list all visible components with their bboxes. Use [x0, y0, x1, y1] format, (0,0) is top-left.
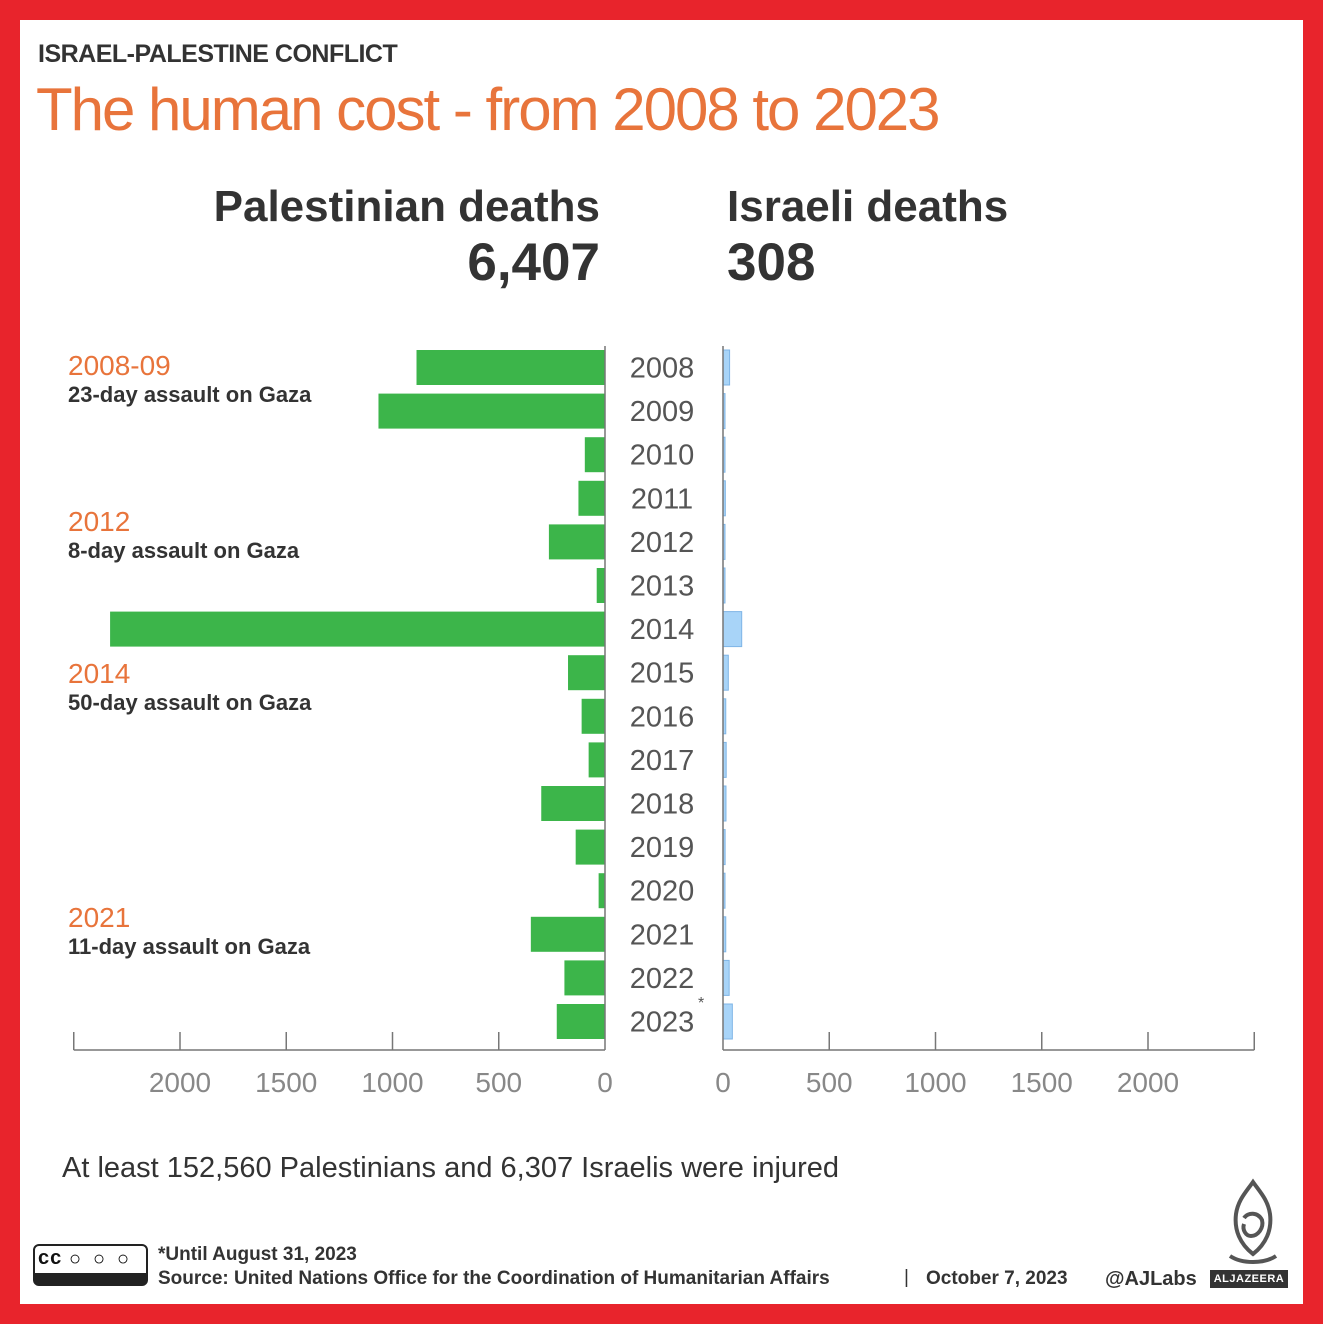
- annotation-desc: 23-day assault on Gaza: [68, 382, 312, 407]
- x-tick-label: 1500: [1011, 1067, 1073, 1098]
- palestinian-bar: [530, 916, 605, 952]
- footnote: *Until August 31, 2023: [158, 1244, 357, 1265]
- palestinian-bar: [581, 698, 605, 734]
- year-label: 2010: [630, 440, 695, 472]
- cc-nc-icon: ○: [93, 1248, 106, 1270]
- palestinian-bar: [378, 393, 605, 429]
- kicker: ISRAEL-PALESTINE CONFLICT: [38, 40, 398, 68]
- x-tick-label: 0: [597, 1067, 613, 1098]
- annotation-year: 2012: [68, 506, 131, 537]
- injured-summary: At least 152,560 Palestinians and 6,307 …: [62, 1152, 840, 1184]
- page-title: The human cost - from 2008 to 2023: [36, 76, 941, 143]
- palestinian-bar: [548, 524, 605, 560]
- palestinian-bar: [110, 611, 606, 647]
- year-label: 2020: [630, 876, 695, 908]
- israeli-deaths-title: Israeli deaths: [727, 182, 1009, 231]
- brand-wordmark: ALJAZEERA: [1210, 1270, 1288, 1288]
- year-label: 2015: [630, 658, 695, 690]
- source-note: Source: United Nations Office for the Co…: [158, 1268, 830, 1289]
- israeli-bar: [722, 1003, 733, 1040]
- year-label: 2009: [630, 396, 695, 428]
- year-label: 2008: [630, 353, 695, 385]
- year-label: 2013: [630, 571, 695, 603]
- palestinian-bar: [564, 960, 605, 996]
- x-tick-label: 2000: [149, 1067, 211, 1098]
- year-label: 2011: [631, 483, 693, 515]
- x-tick-label: 500: [806, 1067, 853, 1098]
- year-label: 2021: [630, 919, 695, 951]
- israeli-bar: [722, 611, 743, 648]
- year-label: 2016: [630, 701, 695, 733]
- palestinian-bar: [588, 742, 605, 778]
- year-label: 2018: [630, 789, 695, 821]
- x-tick-label: 0: [715, 1067, 731, 1098]
- year-label: 2014: [630, 614, 695, 646]
- annotation-desc: 50-day assault on Gaza: [68, 690, 312, 715]
- palestinian-bar: [568, 655, 605, 691]
- annotation-year: 2014: [68, 658, 131, 689]
- annotation-desc: 8-day assault on Gaza: [68, 538, 300, 563]
- annotation-year: 2008-09: [68, 350, 171, 381]
- footer-separator: |: [904, 1267, 909, 1288]
- israeli-bar: [722, 959, 730, 996]
- deaths-chart: 2008 2009 2010 2011 2012 2013 2014 2015 2016 2017…: [73, 346, 1255, 1098]
- aljazeera-logo-icon: [1228, 1178, 1278, 1264]
- cc-badge-bar: [35, 1273, 146, 1284]
- year-label: 2022: [630, 963, 695, 995]
- year-label: 2023: [630, 1007, 695, 1039]
- palestinian-bar: [598, 873, 605, 909]
- israeli-deaths-total: 308: [727, 233, 816, 292]
- cc-license-label: cc: [38, 1247, 63, 1269]
- annotation-desc: 11-day assault on Gaza: [68, 934, 311, 959]
- israeli-bar: [722, 349, 731, 386]
- year-footnote-marker: *: [698, 995, 704, 1012]
- x-tick-label: 1000: [361, 1067, 423, 1098]
- year-label: 2017: [630, 745, 695, 777]
- cc-sa-icon: ○: [117, 1248, 130, 1270]
- palestinian-deaths-title: Palestinian deaths: [213, 182, 600, 231]
- x-tick-label: 1000: [904, 1067, 966, 1098]
- x-tick-label: 500: [475, 1067, 522, 1098]
- palestinian-bar: [416, 350, 605, 385]
- palestinian-bar: [578, 480, 605, 516]
- publish-date: October 7, 2023: [926, 1268, 1068, 1289]
- palestinian-bar: [596, 568, 605, 603]
- palestinian-bar: [541, 786, 605, 821]
- palestinian-bar: [575, 829, 605, 865]
- x-tick-label: 2000: [1117, 1067, 1179, 1098]
- israeli-bar: [722, 654, 729, 691]
- cc-license-badge: cc ○ ○ ○: [33, 1244, 148, 1286]
- annotation-year: 2021: [68, 902, 131, 933]
- cc-by-icon: ○: [69, 1248, 82, 1270]
- year-label: 2019: [630, 832, 695, 864]
- palestinian-deaths-total: 6,407: [467, 233, 600, 292]
- palestinian-bar: [584, 437, 605, 473]
- year-label: 2012: [630, 527, 695, 559]
- x-tick-label: 1500: [255, 1067, 317, 1098]
- social-handle: @AJLabs: [1105, 1268, 1197, 1290]
- infographic-card: ISRAEL-PALESTINE CONFLICT The human cost…: [20, 20, 1303, 1304]
- palestinian-bar: [556, 1004, 605, 1039]
